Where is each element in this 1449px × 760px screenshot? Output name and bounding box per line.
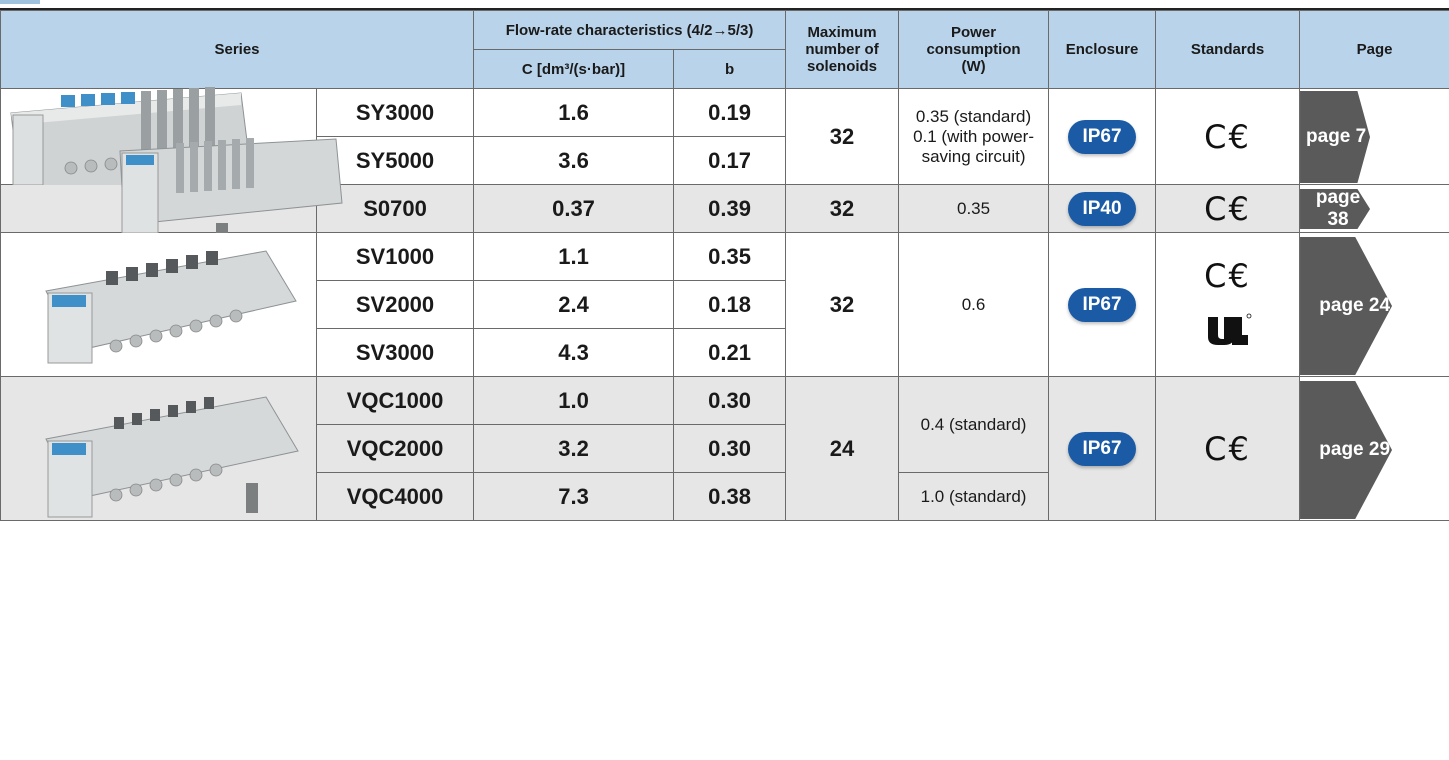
header-power: Power consumption (W) — [898, 10, 1050, 89]
power-line: 0.4 (standard) — [920, 414, 1027, 434]
enclosure-badge: IP40 — [1068, 191, 1136, 226]
standards-cell: C€ — [1155, 376, 1301, 521]
product-photo-sv — [0, 232, 317, 377]
header-enclosure: Enclosure — [1048, 10, 1157, 89]
power-consumption: 1.0 (standard) — [898, 472, 1050, 521]
power-consumption: 0.35 (standard) 0.1 (with power- saving … — [898, 88, 1050, 185]
page-link-label: page 29 — [1319, 439, 1391, 460]
c-value: 3.6 — [473, 136, 675, 185]
header-series: Series — [0, 10, 475, 89]
c-value: 3.2 — [473, 424, 675, 473]
max-solenoids: 32 — [785, 88, 900, 185]
page-cell: page 29 — [1299, 376, 1449, 521]
header-c-value: C [dm³/(s·bar)] — [473, 49, 675, 89]
model-name: S0700 — [315, 184, 475, 233]
max-solenoids: 32 — [785, 184, 900, 233]
ce-mark-icon: C€ — [1204, 189, 1251, 228]
c-value: 7.3 — [473, 472, 675, 521]
power-line: 1.0 (standard) — [920, 486, 1027, 506]
model-name: SY3000 — [315, 88, 475, 137]
power-line: saving circuit) — [921, 146, 1026, 166]
enclosure-badge: IP67 — [1068, 431, 1136, 466]
c-value: 1.1 — [473, 232, 675, 281]
enclosure-cell: IP67 — [1048, 232, 1157, 377]
model-name: VQC2000 — [315, 424, 475, 473]
power-consumption: 0.35 — [898, 184, 1050, 233]
enclosure-cell: IP40 — [1048, 184, 1157, 233]
b-value: 0.35 — [673, 232, 787, 281]
page-link[interactable]: page 7 — [1300, 91, 1371, 183]
product-photo-s0700 — [0, 138, 343, 253]
page-cell: page 7 — [1299, 88, 1449, 185]
power-consumption: 0.4 (standard) — [898, 376, 1050, 473]
c-value: 2.4 — [473, 280, 675, 329]
b-value: 0.30 — [673, 376, 787, 425]
standards-cell: C€ — [1155, 88, 1301, 185]
corner-accent — [0, 0, 40, 4]
model-name: SV1000 — [315, 232, 475, 281]
model-name: VQC1000 — [315, 376, 475, 425]
max-solenoids: 32 — [785, 232, 900, 377]
model-name: SY5000 — [315, 136, 475, 185]
page-cell: page 24 — [1299, 232, 1449, 377]
c-value: 1.6 — [473, 88, 675, 137]
power-line: 0.1 (with power- — [913, 126, 1034, 146]
table-row: SY3000 1.6 0.19 32 0.35 (standard) 0.1 (… — [0, 87, 1449, 199]
table-row: VQC1000 1.0 0.30 24 0.4 (standard) IP67 … — [0, 376, 1449, 521]
standards-cell: C€ — [1155, 184, 1301, 233]
ce-mark-icon: C€ — [1204, 117, 1251, 156]
b-value: 0.18 — [673, 280, 787, 329]
page-link[interactable]: page 29 — [1300, 381, 1393, 519]
power-line: 0.35 — [956, 198, 991, 218]
c-value: 0.37 — [473, 184, 675, 233]
table-row: SV3000 4.3 0.21 — [1, 328, 1449, 377]
b-value: 0.17 — [673, 136, 787, 185]
page-link[interactable]: page 24 — [1300, 237, 1393, 375]
ul-mark-icon — [1204, 313, 1252, 352]
b-value: 0.38 — [673, 472, 787, 521]
enclosure-cell: IP67 — [1048, 376, 1157, 521]
b-value: 0.30 — [673, 424, 787, 473]
table-row: VQC4000 7.3 0.38 1.0 (standard) — [1, 472, 1449, 521]
page-link-label: page 38 — [1315, 187, 1361, 230]
header-page: Page — [1299, 10, 1449, 89]
table-row: VQC2000 3.2 0.30 — [1, 424, 1449, 473]
table-row: S0700 0.37 0.39 32 0.35 IP40 C€ page 38 — [0, 138, 1449, 253]
table-row: SV1000 1.1 0.35 32 0.6 IP67 C€ — [0, 232, 1449, 377]
product-photo-vqc — [0, 376, 317, 521]
b-value: 0.19 — [673, 88, 787, 137]
header-max-solenoids: Maximum number of solenoids — [785, 10, 900, 89]
ce-mark-icon: C€ — [1204, 257, 1251, 295]
header-flow-rate: Flow-rate characteristics (4/2→5/3) — [473, 10, 787, 50]
c-value: 1.0 — [473, 376, 675, 425]
power-consumption: 0.6 — [898, 232, 1050, 377]
header-standards: Standards — [1155, 10, 1301, 89]
standards-cell: C€ — [1155, 232, 1301, 377]
page-link[interactable]: page 38 — [1300, 187, 1371, 230]
page-link-label: page 7 — [1306, 126, 1367, 147]
b-value: 0.21 — [673, 328, 787, 377]
ce-mark-icon: C€ — [1204, 429, 1251, 468]
page-cell: page 38 — [1299, 184, 1449, 233]
power-line: 0.6 — [961, 294, 986, 314]
model-name: VQC4000 — [315, 472, 475, 521]
c-value: 4.3 — [473, 328, 675, 377]
series-spec-table: Series Flow-rate characteristics (4/2→5/… — [0, 10, 1449, 521]
b-value: 0.39 — [673, 184, 787, 233]
top-rule — [0, 8, 1449, 10]
enclosure-badge: IP67 — [1068, 119, 1136, 154]
table-row: SY5000 3.6 0.17 — [1, 136, 1449, 185]
model-name: SV2000 — [315, 280, 475, 329]
enclosure-cell: IP67 — [1048, 88, 1157, 185]
power-line: 0.35 (standard) — [915, 106, 1032, 126]
header-b-value: b — [673, 49, 787, 89]
max-solenoids: 24 — [785, 376, 900, 521]
enclosure-badge: IP67 — [1068, 287, 1136, 322]
model-name: SV3000 — [315, 328, 475, 377]
page-link-label: page 24 — [1319, 295, 1391, 316]
